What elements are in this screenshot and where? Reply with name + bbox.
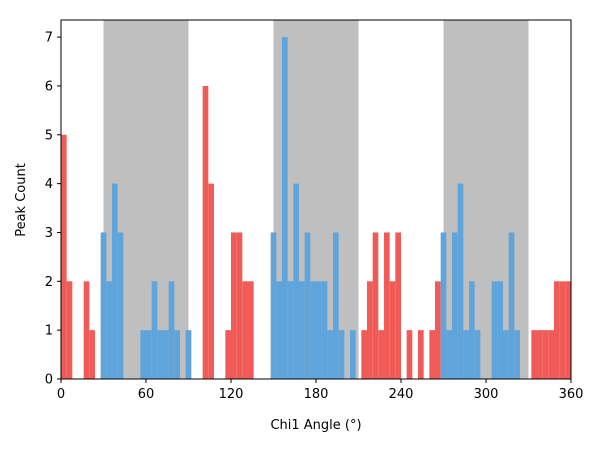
histogram-bar-blue [350,330,356,379]
histogram-bar-blue [151,281,158,379]
histogram-bar-red [429,330,435,379]
y-tick-label: 1 [45,324,53,339]
histogram-bar-blue [174,330,180,379]
histogram-bar-red [66,281,73,379]
histogram-bar-red [208,183,214,379]
histogram-bar-blue [140,330,146,379]
y-tick-label: 3 [45,226,53,241]
histogram-bar-red [89,330,95,379]
histogram-bar-red [384,232,390,379]
x-axis-ticks: 0 60 120 180 240 300 360 [57,379,584,402]
histogram-bar-red [236,232,243,379]
histogram-bar-blue [293,183,299,379]
histogram-bar-blue [469,281,475,379]
histogram-bar-red [531,330,537,379]
y-tick-label: 5 [45,128,53,143]
histogram-bar-red [537,330,543,379]
histogram-bar-blue [321,281,328,379]
histogram-bar-blue [299,281,305,379]
histogram-bar-red [406,330,413,379]
x-axis-label: Chi1 Angle (°) [270,418,361,433]
x-tick-label: 120 [219,387,244,402]
histogram-bar-blue [497,281,503,379]
bars [61,37,571,379]
x-tick-label: 60 [138,387,155,402]
y-tick-label: 6 [45,79,53,94]
histogram-bar-red [565,281,571,379]
histogram-bar-red [389,281,396,379]
histogram-bar-blue [474,330,481,379]
histogram-bar-blue [304,232,311,379]
histogram-bar-blue [100,232,107,379]
x-tick-label: 360 [559,387,584,402]
histogram-bar-red [554,281,560,379]
histogram-bar-red [248,281,254,379]
histogram-bar-blue [503,330,509,379]
y-tick-label: 2 [45,275,53,290]
histogram-bar-blue [446,330,452,379]
histogram-bar-blue [333,232,339,379]
histogram-bar-red [225,330,231,379]
histogram-bar-red [435,281,441,379]
y-axis-ticks: 0 1 2 3 4 5 6 7 [45,31,61,388]
histogram-bar-red [548,330,554,379]
y-tick-label: 0 [45,373,53,388]
histogram-bar-blue [491,281,498,379]
histogram-bar-blue [508,232,515,379]
histogram-bar-blue [310,281,316,379]
y-axis-label: Peak Count [14,163,29,237]
y-tick-label: 4 [45,177,53,192]
histogram-bar-blue [338,330,345,379]
histogram-bar-blue [106,281,112,379]
histogram-bar-blue [157,330,163,379]
histogram-bar-blue [327,330,333,379]
histogram-bar-red [395,232,401,379]
histogram-bar-red [372,232,379,379]
histogram-bar-blue [185,330,192,379]
histogram-bar-blue [146,330,152,379]
histogram-bar-red [83,281,90,379]
x-tick-label: 180 [304,387,329,402]
histogram-bar-blue [440,232,447,379]
histogram-bar-blue [112,183,118,379]
x-tick-label: 300 [474,387,499,402]
histogram-bar-red [367,281,373,379]
histogram-bar-blue [287,281,294,379]
histogram-bar-red [418,330,424,379]
histogram-bar-red [361,330,367,379]
histogram-bar-blue [270,232,277,379]
x-tick-label: 0 [57,387,65,402]
histogram-bar-red [242,281,248,379]
y-tick-label: 7 [45,31,53,46]
x-tick-label: 240 [389,387,414,402]
histogram-bar-blue [276,281,282,379]
histogram-bar-red [231,232,237,379]
histogram-bar-blue [168,281,175,379]
histogram-bar-blue [163,330,169,379]
histogram-bar-red [202,85,209,379]
histogram-bar-blue [463,330,469,379]
histogram-bar-blue [457,183,464,379]
histogram-bar-red [542,330,549,379]
histogram-bar-blue [514,330,520,379]
histogram-bar-red [378,330,384,379]
histogram-bar-blue [316,281,322,379]
histogram-bar-blue [452,232,458,379]
histogram-bar-red [61,134,67,379]
histogram-bar-red [559,281,566,379]
histogram-bar-blue [117,232,124,379]
histogram-bar-blue [282,37,288,379]
